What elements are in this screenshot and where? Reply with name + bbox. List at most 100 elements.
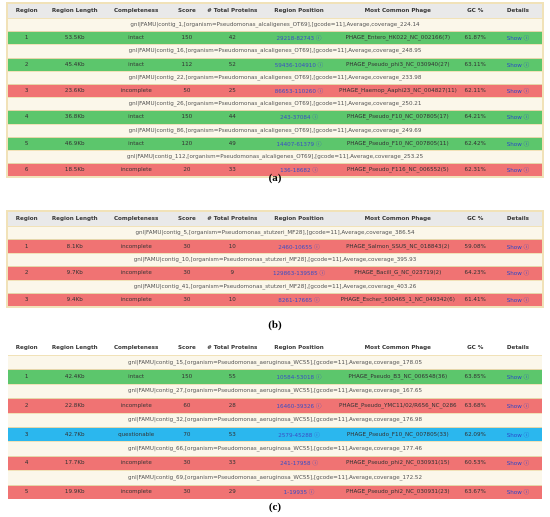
region-cell: 3 xyxy=(8,426,46,442)
contig-row: gnl|FAMU|contig_15,[organism=Pseudomonas… xyxy=(8,354,542,370)
region-position-link[interactable]: 14407-61379 xyxy=(277,142,322,148)
region-length-cell: 23.6Kb xyxy=(45,83,105,98)
region-position-link[interactable]: 2460-10655 xyxy=(278,245,319,251)
score-cell: 50 xyxy=(168,83,206,98)
region-position-link[interactable]: 29218-82743 xyxy=(277,36,322,42)
most-common-phage-cell: PHAGE_Pseudo_F116_NC_006552(5) xyxy=(339,163,457,177)
details-cell: Show xyxy=(493,57,542,72)
region-cell: 4 xyxy=(8,110,46,124)
total-proteins-cell: 10 xyxy=(205,239,259,254)
contig-name: gnl|FAMU|contig_1,[organism=Pseudomonas_… xyxy=(8,17,542,32)
score-cell: 30 xyxy=(168,292,206,307)
region-cell: 1 xyxy=(8,31,46,45)
score-cell: 30 xyxy=(168,266,206,281)
column-header: Region Length xyxy=(45,212,105,227)
contig-name: gnl|FAMU|contig_10,[organism=Pseudomonas… xyxy=(8,252,542,267)
column-header: Completeness xyxy=(104,4,169,19)
most-common-phage-cell: PHAGE_Pseudo_phi2_NC_030931(15) xyxy=(339,455,457,471)
region-position-link[interactable]: 243-37084 xyxy=(280,115,318,121)
gc-percent-cell: 63.68% xyxy=(456,398,494,414)
column-header: # Total Proteins xyxy=(205,340,259,356)
total-proteins-cell: 52 xyxy=(205,57,259,72)
details-cell: Show xyxy=(493,369,542,385)
total-proteins-cell: 29 xyxy=(205,484,259,499)
region-position-cell: 29218-82743 xyxy=(258,31,340,45)
total-proteins-cell: 42 xyxy=(205,31,259,45)
gc-percent-cell: 63.85% xyxy=(456,369,494,385)
score-cell: 30 xyxy=(168,239,206,254)
total-proteins-cell: 33 xyxy=(205,163,259,177)
region-cell: 2 xyxy=(8,398,46,414)
details-cell: Show xyxy=(493,31,542,45)
show-details-link[interactable]: Show xyxy=(507,461,529,467)
completeness-cell: incomplete xyxy=(104,266,169,281)
table-head: Region Region Length Completeness Score # To… xyxy=(8,212,542,227)
region-position-link[interactable]: 241-17958 xyxy=(280,461,318,467)
region-length-cell: 22.8Kb xyxy=(45,398,105,414)
details-cell: Show xyxy=(493,266,542,281)
region-length-cell: 36.8Kb xyxy=(45,110,105,124)
show-details-link[interactable]: Show xyxy=(507,404,529,410)
table-head: Region Region Length Completeness Score # To… xyxy=(8,340,542,356)
gc-percent-cell: 60.53% xyxy=(456,455,494,471)
column-header: # Total Proteins xyxy=(205,4,259,19)
contig-row: gnl|FAMU|contig_5,[organism=Pseudomonas_… xyxy=(8,225,542,240)
show-details-link[interactable]: Show xyxy=(507,433,529,439)
show-details-link[interactable]: Show xyxy=(507,63,529,69)
show-details-link[interactable]: Show xyxy=(507,245,529,251)
completeness-cell: intact xyxy=(104,369,169,385)
total-proteins-cell: 33 xyxy=(205,455,259,471)
region-position-link[interactable]: 136-18682 xyxy=(280,168,318,174)
most-common-phage-cell: PHAGE_Pseudo_F10_NC_007805(17) xyxy=(339,110,457,124)
contig-row: gnl|FAMU|contig_86,[organism=Pseudomonas… xyxy=(8,123,542,138)
score-cell: 120 xyxy=(168,136,206,151)
column-header: Score xyxy=(168,212,206,227)
completeness-cell: intact xyxy=(104,136,169,151)
contig-row: gnl|FAMU|contig_112,[organism=Pseudomona… xyxy=(8,149,542,164)
region-cell: 4 xyxy=(8,455,46,471)
show-details-link[interactable]: Show xyxy=(507,298,529,304)
column-header: Score xyxy=(168,4,206,19)
show-details-link[interactable]: Show xyxy=(507,271,529,277)
region-position-link[interactable]: 86653-110260 xyxy=(275,89,324,95)
show-details-link[interactable]: Show xyxy=(507,115,529,121)
region-position-link[interactable]: 2579-45288 xyxy=(278,433,319,439)
region-position-link[interactable]: 1-19935 xyxy=(284,490,315,496)
region-length-cell: 9.7Kb xyxy=(45,266,105,281)
show-details-link[interactable]: Show xyxy=(507,142,529,148)
completeness-cell: incomplete xyxy=(104,239,169,254)
show-details-link[interactable]: Show xyxy=(507,89,529,95)
most-common-phage-cell: PHAGE_Bacill_G_NC_023719(2) xyxy=(339,266,457,281)
region-position-cell: 2579-45288 xyxy=(258,426,340,442)
contig-row: gnl|FAMU|contig_41,[organism=Pseudomonas… xyxy=(8,279,542,294)
show-details-link[interactable]: Show xyxy=(507,36,529,42)
region-position-cell: 16460-39326 xyxy=(258,398,340,414)
region-position-link[interactable]: 59436-104910 xyxy=(275,63,324,69)
region-position-link[interactable]: 129863-139585 xyxy=(273,271,325,277)
column-header: Details xyxy=(493,212,542,227)
contig-name: gnl|FAMU|contig_86,[organism=Pseudomonas… xyxy=(8,123,542,138)
region-position-cell: 59436-104910 xyxy=(258,57,340,72)
region-position-link[interactable]: 10584-53018 xyxy=(277,375,322,381)
show-details-link[interactable]: Show xyxy=(507,168,529,174)
gc-percent-cell: 61.41% xyxy=(456,292,494,307)
gc-percent-cell: 62.11% xyxy=(456,83,494,98)
region-position-cell: 86653-110260 xyxy=(258,83,340,98)
column-header: Region Length xyxy=(45,4,105,19)
show-details-link[interactable]: Show xyxy=(507,375,529,381)
details-cell: Show xyxy=(493,136,542,151)
region-cell: 3 xyxy=(8,83,46,98)
region-position-link[interactable]: 16460-39326 xyxy=(277,404,322,410)
completeness-cell: incomplete xyxy=(104,163,169,177)
column-header: Region Position xyxy=(258,4,340,19)
contig-row: gnl|FAMU|contig_22,[organism=Pseudomonas… xyxy=(8,70,542,85)
show-details-link[interactable]: Show xyxy=(507,490,529,496)
region-position-link[interactable]: 8261-17665 xyxy=(278,298,319,304)
